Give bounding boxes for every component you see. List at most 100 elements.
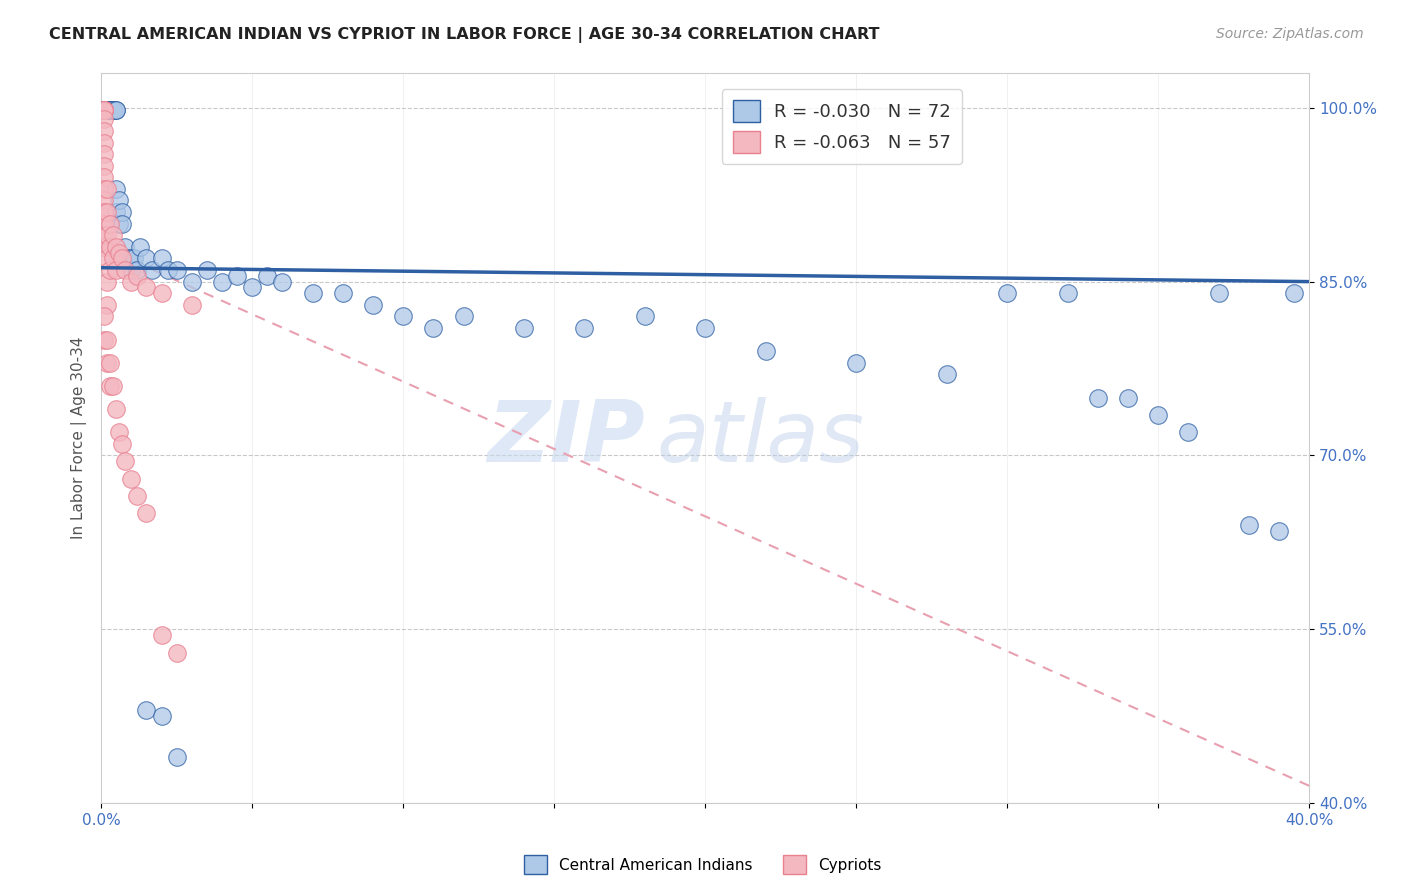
Point [166, 749, 188, 764]
Point [105, 240, 128, 254]
Point [93, 103, 115, 117]
Point [117, 252, 139, 266]
Point [93, 103, 115, 117]
Point [755, 344, 778, 359]
Point [93, 217, 115, 231]
Point [150, 252, 173, 266]
Point [96, 103, 118, 117]
Point [574, 321, 596, 335]
Point [135, 252, 157, 266]
Point [103, 228, 125, 243]
Point [108, 245, 131, 260]
Point [96, 103, 118, 117]
Point [93, 170, 115, 185]
Point [114, 263, 136, 277]
Text: Source: ZipAtlas.com: Source: ZipAtlas.com [1216, 27, 1364, 41]
Point [96, 356, 118, 370]
Point [93, 103, 115, 117]
Point [120, 252, 142, 266]
Point [845, 356, 868, 370]
Point [114, 454, 136, 468]
Point [93, 103, 115, 117]
Point [1237, 518, 1260, 533]
Point [96, 103, 118, 117]
Point [1116, 391, 1139, 405]
Point [96, 252, 118, 266]
Point [150, 709, 173, 723]
Point [108, 217, 131, 231]
Point [114, 240, 136, 254]
Point [301, 286, 323, 301]
Point [103, 379, 125, 393]
Point [103, 103, 125, 117]
Point [422, 321, 444, 335]
Point [96, 228, 118, 243]
Point [93, 103, 115, 117]
Point [96, 103, 118, 117]
Point [111, 205, 134, 219]
Y-axis label: In Labor Force | Age 30-34: In Labor Force | Age 30-34 [72, 337, 87, 540]
Point [935, 368, 957, 382]
Point [93, 194, 115, 208]
Point [93, 103, 115, 117]
Point [120, 275, 142, 289]
Point [1056, 286, 1078, 301]
Point [93, 159, 115, 173]
Point [1268, 524, 1291, 538]
Point [111, 437, 134, 451]
Point [93, 310, 115, 324]
Point [392, 310, 415, 324]
Point [105, 182, 128, 196]
Point [1177, 425, 1199, 440]
Point [98, 103, 121, 117]
Point [103, 103, 125, 117]
Point [120, 472, 142, 486]
Point [98, 356, 121, 370]
Point [1282, 286, 1305, 301]
Text: atlas: atlas [657, 397, 865, 480]
Point [513, 321, 536, 335]
Point [634, 310, 657, 324]
Point [98, 103, 121, 117]
Point [1087, 391, 1109, 405]
Point [96, 333, 118, 347]
Point [93, 103, 115, 117]
Point [105, 103, 128, 117]
Point [150, 286, 173, 301]
Point [129, 240, 152, 254]
Point [271, 275, 294, 289]
Point [156, 263, 179, 277]
Point [93, 136, 115, 150]
Point [103, 103, 125, 117]
Point [127, 263, 149, 277]
Point [93, 147, 115, 161]
Point [98, 379, 121, 393]
Point [166, 646, 188, 660]
Point [127, 489, 149, 503]
Point [98, 217, 121, 231]
Point [93, 333, 115, 347]
Point [93, 103, 115, 117]
Point [103, 252, 125, 266]
Point [195, 263, 218, 277]
Point [695, 321, 717, 335]
Point [98, 103, 121, 117]
Point [180, 298, 202, 312]
Text: ZIP: ZIP [486, 397, 645, 480]
Point [96, 182, 118, 196]
Point [93, 182, 115, 196]
Point [1147, 408, 1170, 422]
Point [93, 240, 115, 254]
Point [127, 268, 149, 283]
Point [111, 217, 134, 231]
Point [141, 263, 163, 277]
Point [361, 298, 384, 312]
Point [96, 298, 118, 312]
Point [256, 268, 278, 283]
Point [93, 103, 115, 117]
Point [96, 103, 118, 117]
Point [103, 103, 125, 117]
Point [453, 310, 475, 324]
Point [105, 263, 128, 277]
Point [135, 507, 157, 521]
